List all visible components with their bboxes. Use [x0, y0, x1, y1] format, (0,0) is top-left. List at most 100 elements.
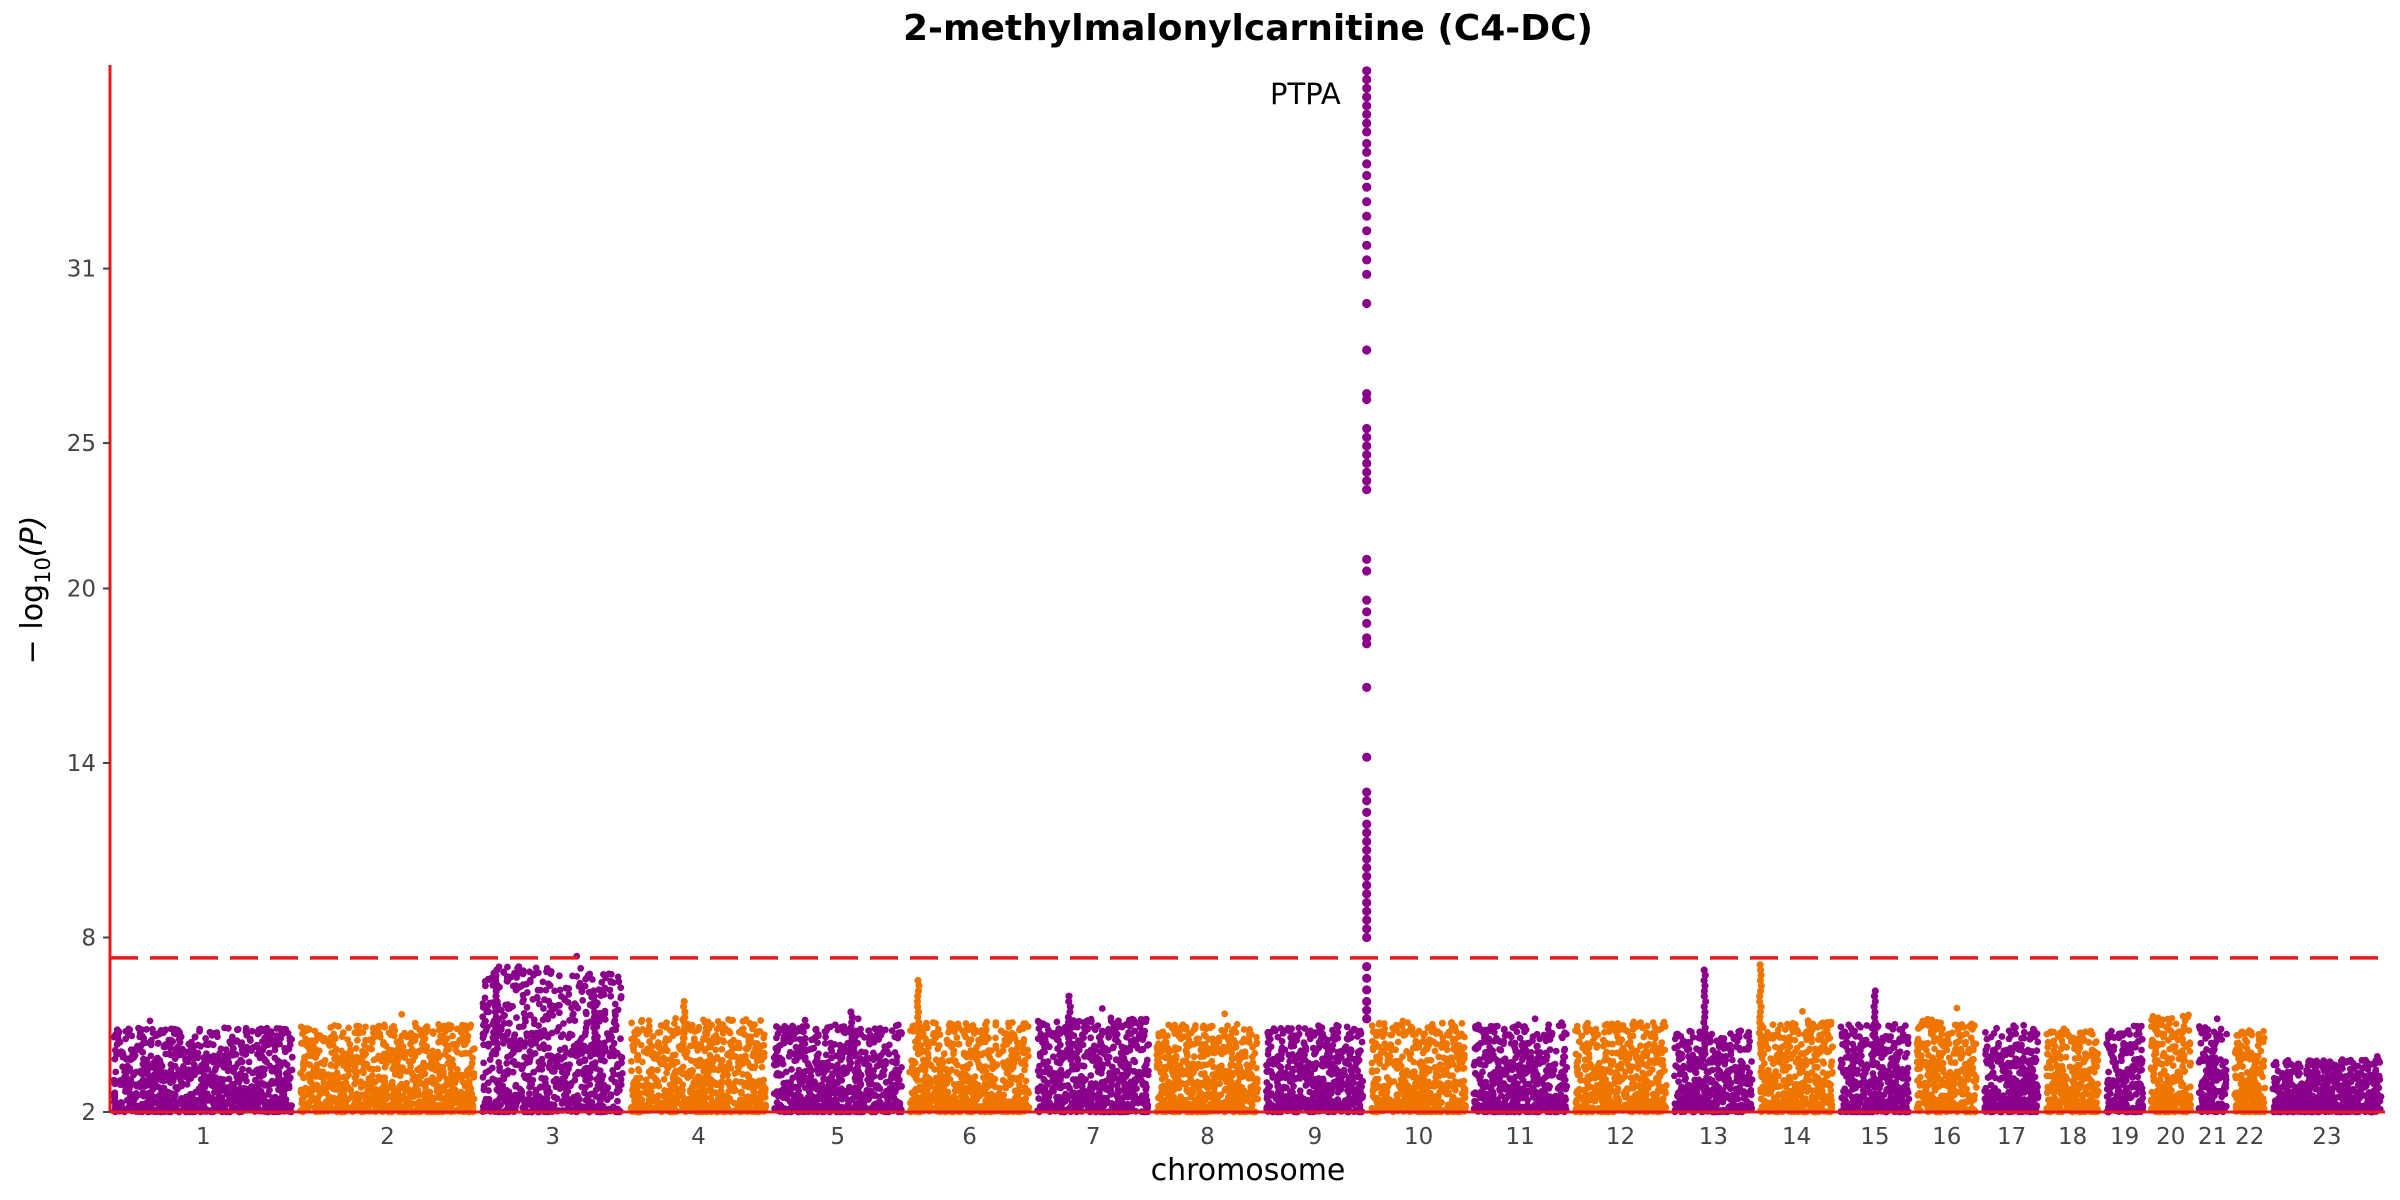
lead-locus-point	[1362, 595, 1372, 605]
x-tick-label-18: 18	[2058, 1124, 2087, 1150]
lead-locus-point	[1362, 819, 1372, 829]
lead-locus-point	[1362, 138, 1372, 149]
lead-locus-point	[1362, 996, 1372, 1007]
x-tick-label-16: 16	[1932, 1124, 1961, 1150]
lead-locus-point	[1362, 211, 1372, 221]
lead-locus-point	[1362, 796, 1372, 806]
x-tick-label-7: 7	[1086, 1124, 1101, 1150]
lead-locus-point	[1362, 458, 1372, 468]
x-tick-label-10: 10	[1404, 1124, 1433, 1150]
lead-locus-point	[1362, 269, 1372, 279]
x-tick-label-4: 4	[691, 1124, 706, 1150]
lead-locus-point	[1362, 871, 1372, 882]
lead-locus-point	[1362, 101, 1372, 111]
y-axis-label-prefix: − log	[15, 584, 50, 664]
y-axis-label-subscript: 10	[31, 557, 55, 584]
chart-title: 2-methylmalonylcarnitine (C4-DC)	[903, 8, 1593, 49]
x-tick-label-11: 11	[1506, 1124, 1535, 1150]
x-tick-label-22: 22	[2235, 1124, 2264, 1150]
lead-locus-point	[1362, 485, 1372, 495]
lead-locus-point	[1362, 432, 1372, 442]
lead-locus-point	[1362, 66, 1372, 76]
x-tick-label-14: 14	[1782, 1124, 1811, 1150]
lead-locus-point	[1362, 298, 1372, 309]
lead-gene-label: PTPA	[1270, 77, 1341, 111]
lead-locus-point	[1362, 985, 1372, 995]
lead-locus-point	[1362, 618, 1372, 629]
lead-locus-point	[1362, 554, 1372, 565]
x-tick-label-5: 5	[830, 1124, 845, 1150]
lead-locus-point	[1362, 127, 1372, 137]
lead-locus-point	[1362, 863, 1372, 873]
lead-locus-point	[1362, 109, 1372, 119]
x-tick-label-13: 13	[1699, 1124, 1728, 1150]
lead-locus-point	[1362, 607, 1372, 617]
lead-locus-point	[1362, 836, 1372, 847]
x-tick-label-2: 2	[380, 1124, 395, 1150]
lead-locus-point	[1362, 92, 1372, 102]
lead-locus-point	[1362, 962, 1372, 972]
x-tick-label-21: 21	[2198, 1124, 2227, 1150]
lead-locus-point	[1362, 915, 1372, 925]
lead-locus-points	[1362, 66, 1372, 1024]
y-tick-label-2: 2	[81, 1100, 96, 1126]
lead-locus-point	[1362, 240, 1372, 250]
lead-locus-point	[1362, 807, 1372, 818]
y-tick-label-14: 14	[67, 751, 96, 777]
x-tick-label-12: 12	[1606, 1124, 1635, 1150]
y-tick-label-20: 20	[67, 577, 96, 603]
lead-locus-point	[1362, 880, 1372, 890]
y-tick-label-8: 8	[81, 926, 96, 952]
lead-locus-point	[1362, 345, 1372, 355]
points-layer	[110, 952, 2385, 1116]
y-axis-label: − log10(P)	[15, 516, 55, 665]
lead-locus-point	[1362, 441, 1372, 451]
lead-locus-point	[1362, 889, 1372, 899]
lead-locus-point	[1362, 226, 1372, 236]
x-tick-label-9: 9	[1308, 1124, 1323, 1150]
lead-locus-point	[1362, 828, 1372, 838]
lead-locus-point	[1362, 639, 1372, 649]
x-tick-label-6: 6	[962, 1124, 977, 1150]
lead-locus-point	[1362, 255, 1372, 265]
lead-locus-point	[1362, 1014, 1372, 1024]
x-ticks: 1 2 3 4 5 6 7 8 9 10 11 12 13 14 15 16 17 18 19 20 21 22 23	[196, 1124, 2342, 1150]
lead-locus-point	[1362, 74, 1372, 85]
lead-locus-point	[1362, 450, 1372, 460]
lead-locus-point	[1362, 906, 1372, 916]
lead-locus-point	[1362, 159, 1372, 169]
lead-locus-point	[1362, 394, 1372, 405]
lead-locus-point	[1362, 682, 1372, 693]
y-tick-label-31: 31	[67, 257, 96, 283]
lead-locus-point	[1362, 1005, 1372, 1015]
lead-locus-point	[1362, 423, 1372, 434]
lead-locus-point	[1362, 170, 1372, 181]
lead-locus-point	[1362, 854, 1372, 864]
x-tick-label-23: 23	[2312, 1124, 2341, 1150]
lead-locus-point	[1362, 118, 1372, 128]
lead-locus-point	[1362, 566, 1372, 576]
lead-locus-point	[1362, 845, 1372, 855]
x-tick-label-19: 19	[2110, 1124, 2139, 1150]
lead-locus-point	[1362, 924, 1372, 934]
lead-locus-point	[1362, 973, 1372, 983]
lead-locus-point	[1362, 932, 1372, 943]
lead-locus-point	[1362, 787, 1372, 797]
x-tick-label-1: 1	[196, 1124, 211, 1150]
lead-locus-point	[1362, 898, 1372, 908]
lead-locus-point	[1362, 467, 1372, 477]
lead-locus-point	[1362, 83, 1372, 93]
x-axis-label: chromosome	[1151, 1153, 1346, 1188]
lead-locus-point	[1362, 752, 1372, 762]
lead-locus-point	[1362, 147, 1372, 157]
lead-locus-point	[1362, 197, 1372, 207]
x-tick-label-17: 17	[1997, 1124, 2026, 1150]
y-ticks: 2 8 14 20 25 31	[67, 257, 110, 1126]
y-axis-label-suffix: (P)	[15, 516, 50, 558]
lead-locus-point	[1362, 182, 1372, 192]
lead-locus-point	[1362, 476, 1372, 486]
x-tick-label-8: 8	[1200, 1124, 1215, 1150]
y-tick-label-25: 25	[67, 431, 96, 457]
x-tick-label-15: 15	[1860, 1124, 1889, 1150]
